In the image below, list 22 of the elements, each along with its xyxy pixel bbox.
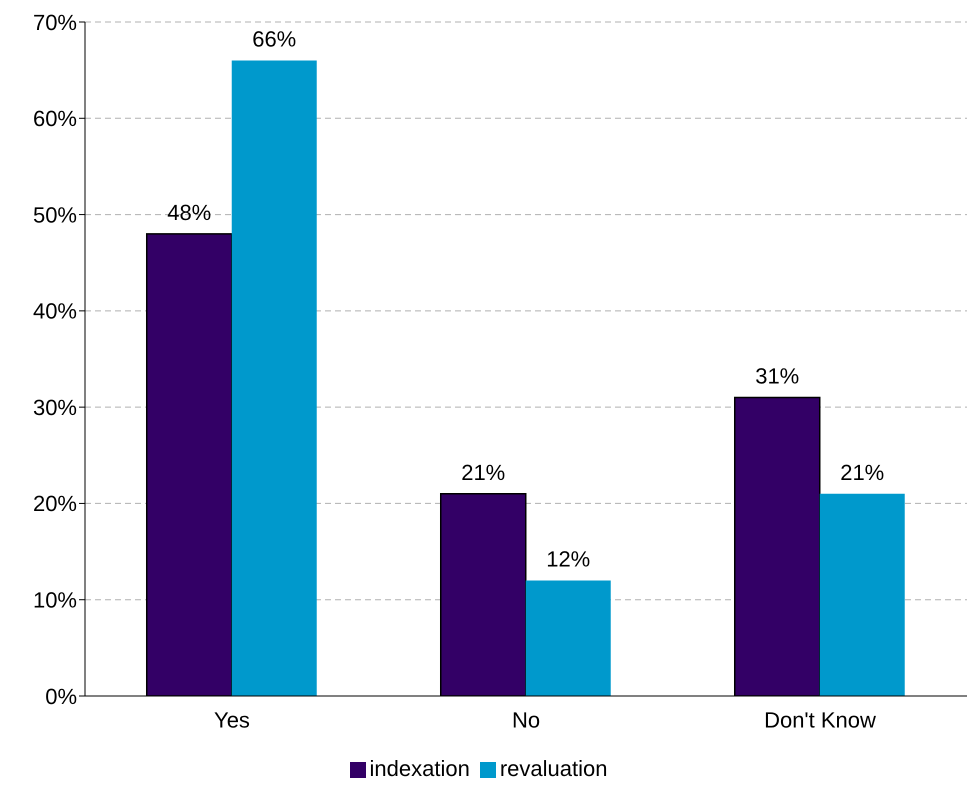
y-tick-label: 70%: [32, 10, 77, 35]
y-tick-label: 50%: [32, 202, 77, 228]
x-tick-label: Yes: [214, 708, 250, 733]
legend-label: indexation: [370, 756, 470, 781]
x-tick-label: No: [512, 708, 540, 733]
y-tick-label: 0%: [45, 684, 77, 709]
data-label: 21%: [840, 460, 884, 485]
data-label: 48%: [167, 200, 212, 225]
y-tick-label: 20%: [32, 491, 77, 516]
y-tick-label: 60%: [32, 106, 77, 132]
y-tick-label: 40%: [32, 298, 77, 324]
bar: [232, 60, 317, 696]
data-label: 31%: [755, 364, 800, 389]
y-tick-label: 10%: [32, 588, 77, 613]
y-tick-label: 30%: [32, 394, 77, 420]
data-label: 12%: [546, 546, 590, 572]
x-tick-label: Don't Know: [764, 708, 876, 733]
data-label: 66%: [252, 26, 296, 52]
bar: [526, 580, 611, 696]
legend-label: revaluation: [500, 756, 608, 781]
bar: [820, 494, 905, 696]
data-label: 21%: [461, 460, 506, 485]
